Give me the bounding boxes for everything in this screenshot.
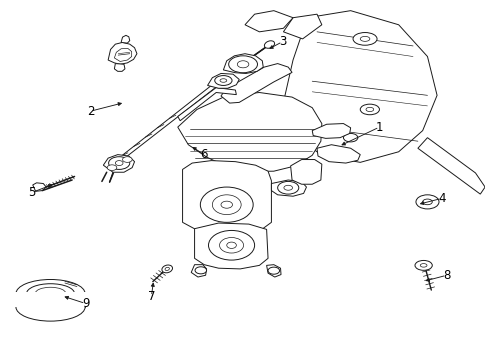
- Polygon shape: [121, 35, 130, 43]
- Text: 7: 7: [147, 290, 155, 303]
- Text: 3: 3: [279, 35, 286, 48]
- Ellipse shape: [353, 32, 377, 45]
- Polygon shape: [271, 180, 306, 196]
- Polygon shape: [195, 223, 268, 269]
- Ellipse shape: [415, 260, 432, 270]
- Ellipse shape: [221, 201, 233, 208]
- Ellipse shape: [360, 36, 370, 41]
- Ellipse shape: [278, 181, 299, 194]
- Text: 8: 8: [443, 269, 450, 282]
- Polygon shape: [114, 48, 132, 62]
- Ellipse shape: [265, 41, 274, 48]
- Ellipse shape: [209, 230, 255, 260]
- Ellipse shape: [416, 195, 439, 209]
- Polygon shape: [114, 64, 125, 71]
- Polygon shape: [221, 64, 292, 103]
- Ellipse shape: [229, 56, 257, 73]
- Polygon shape: [223, 54, 263, 73]
- Polygon shape: [183, 161, 271, 234]
- Polygon shape: [103, 154, 135, 172]
- Polygon shape: [178, 87, 236, 121]
- Text: 5: 5: [28, 186, 36, 199]
- Ellipse shape: [165, 267, 170, 270]
- Text: 4: 4: [438, 192, 445, 205]
- Polygon shape: [283, 11, 437, 162]
- Ellipse shape: [26, 284, 74, 303]
- Ellipse shape: [16, 293, 85, 321]
- Polygon shape: [267, 265, 281, 277]
- Text: 9: 9: [82, 297, 89, 310]
- Ellipse shape: [212, 195, 241, 215]
- Polygon shape: [317, 145, 360, 163]
- Ellipse shape: [35, 287, 66, 300]
- Ellipse shape: [215, 76, 232, 85]
- Ellipse shape: [227, 242, 236, 248]
- Ellipse shape: [162, 265, 172, 273]
- Ellipse shape: [237, 61, 249, 68]
- Polygon shape: [191, 265, 207, 277]
- Ellipse shape: [420, 264, 427, 267]
- Bar: [15, 292, 87, 307]
- Ellipse shape: [220, 79, 227, 82]
- Polygon shape: [178, 93, 322, 171]
- Text: 1: 1: [376, 121, 383, 134]
- Ellipse shape: [220, 238, 244, 253]
- Polygon shape: [283, 14, 322, 39]
- Polygon shape: [208, 73, 239, 88]
- Ellipse shape: [268, 267, 280, 274]
- Polygon shape: [33, 183, 46, 191]
- Ellipse shape: [200, 187, 253, 222]
- Ellipse shape: [195, 267, 207, 274]
- Polygon shape: [312, 123, 351, 138]
- Ellipse shape: [109, 157, 130, 170]
- Ellipse shape: [107, 165, 117, 171]
- Ellipse shape: [360, 104, 379, 115]
- Ellipse shape: [366, 107, 374, 112]
- Polygon shape: [112, 78, 228, 164]
- Ellipse shape: [343, 134, 358, 142]
- Ellipse shape: [115, 161, 123, 166]
- Polygon shape: [291, 159, 322, 184]
- Ellipse shape: [284, 185, 293, 190]
- Polygon shape: [418, 138, 485, 194]
- Ellipse shape: [122, 157, 132, 162]
- Text: 6: 6: [200, 148, 208, 161]
- Ellipse shape: [16, 279, 85, 308]
- Polygon shape: [245, 11, 293, 32]
- Text: 2: 2: [87, 105, 94, 118]
- Ellipse shape: [423, 199, 432, 205]
- Polygon shape: [108, 42, 137, 64]
